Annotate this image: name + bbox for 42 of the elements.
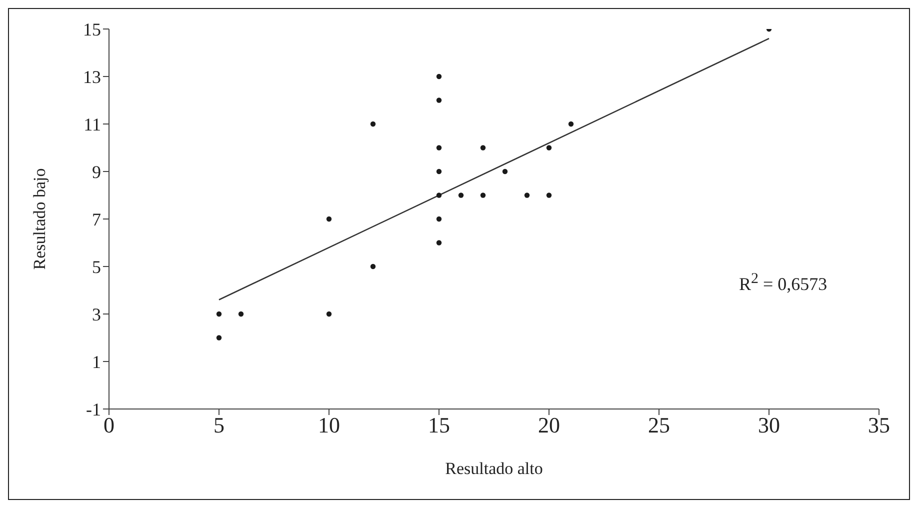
point [370,264,376,270]
point [546,145,552,150]
point [370,121,376,127]
point [546,192,552,198]
point [216,311,222,317]
point [238,311,244,317]
y-tick-label: 7 [92,209,101,230]
x-tick-label: 15 [428,412,450,438]
point [524,192,530,198]
y-axis-title: Resultado bajo [30,168,50,270]
y-tick-label: 1 [92,352,101,372]
y-tick-label: 11 [84,114,101,134]
y-tick-label: 3 [92,304,101,324]
point [436,98,442,103]
point [326,311,332,317]
point [436,74,442,80]
point [436,192,442,198]
point [326,216,332,222]
point [480,192,486,198]
y-tick-label: 9 [92,162,101,182]
point [436,216,442,222]
point [480,145,486,150]
x-tick-label: 25 [648,412,670,438]
point [216,335,222,340]
x-tick-label: 0 [104,412,114,438]
x-axis-title: Resultado alto [445,459,543,478]
x-tick-label: 35 [868,412,890,438]
point [502,168,508,174]
y-tick-label: -1 [86,399,101,420]
point [568,121,574,127]
point [436,240,442,246]
y-tick-label: 13 [83,66,101,87]
x-tick-label: 30 [758,412,780,438]
annotation: R$^{2}$ = 0,6573 [739,271,828,295]
point [436,168,442,174]
point [458,192,464,198]
x-tick-label: 20 [538,412,560,438]
x-tick-label: 5 [214,412,224,438]
y-tick-label: 5 [92,256,101,277]
x-tick-label: 10 [318,412,340,438]
point [436,145,442,150]
y-tick-label: 15 [83,19,101,40]
